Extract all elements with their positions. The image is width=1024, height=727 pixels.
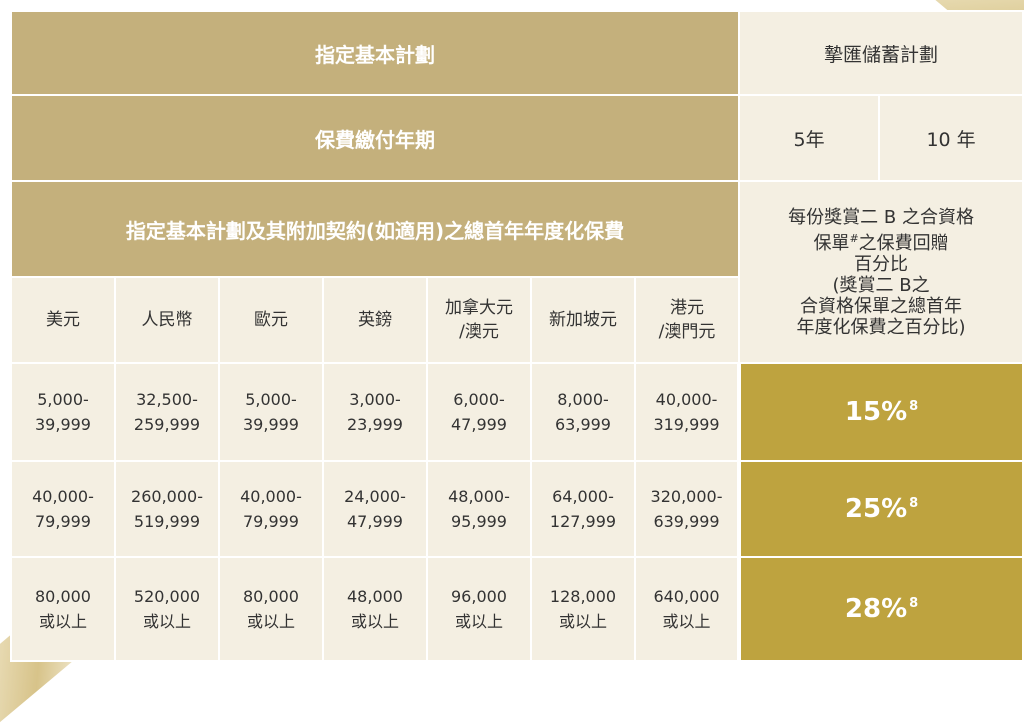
table-cell: 320,000- 639,999 (633, 460, 741, 558)
reward-desc-line3: 百分比 (854, 253, 909, 275)
footnote-marker: 8 (909, 496, 919, 512)
premium-period-header: 保費繳付年期 (9, 94, 741, 182)
reward-percentage-description: 每份獎賞二 B 之合資格 保單#之保費回贈 百分比 (獎賞二 B之 合資格保單之… (738, 180, 1024, 364)
rebate-percent-tier-3: 28% 8 (737, 556, 1024, 662)
footnote-marker: 8 (909, 399, 919, 415)
reward-desc-line2-a: 保單 (813, 232, 850, 254)
rebate-percent-tier-1: 15% 8 (737, 362, 1024, 462)
table-cell: 40,000- 319,999 (633, 362, 741, 462)
table-cell: 24,000- 47,999 (322, 460, 428, 558)
designated-plan-header: 指定基本計劃 (9, 10, 741, 96)
currency-hkd-mop: 港元/澳門元 (633, 276, 741, 364)
rebate-percent-tier-2: 25% 8 (737, 460, 1024, 558)
table-cell: 3,000- 23,999 (322, 362, 428, 462)
annual-premium-header: 指定基本計劃及其附加契約(如適用)之總首年年度化保費 (9, 180, 741, 278)
term-5-years: 5年 (738, 94, 881, 182)
currency-usd: 美元 (10, 276, 116, 364)
table-cell: 5,000- 39,999 (10, 362, 116, 462)
table-cell: 96,000 或以上 (426, 556, 532, 662)
table-cell: 260,000- 519,999 (114, 460, 220, 558)
table-cell: 32,500- 259,999 (114, 362, 220, 462)
table-cell: 80,000 或以上 (10, 556, 116, 662)
currency-eur: 歐元 (218, 276, 324, 364)
reward-desc-mark: # (849, 231, 859, 245)
table-cell: 40,000- 79,999 (10, 460, 116, 558)
table-cell: 48,000- 95,999 (426, 460, 532, 558)
currency-gbp: 英鎊 (322, 276, 428, 364)
currency-cad-aud: 加拿大元/澳元 (426, 276, 532, 364)
table-cell: 640,000 或以上 (633, 556, 741, 662)
table-cell: 128,000 或以上 (530, 556, 636, 662)
reward-desc-line4: (獎賞二 B之 (832, 274, 930, 296)
reward-desc-line6: 年度化保費之百分比) (796, 316, 966, 338)
reward-desc-line2: 保單#之保費回贈 (744, 228, 1018, 254)
table-cell: 520,000 或以上 (114, 556, 220, 662)
savings-plan-header: 摯匯儲蓄計劃 (738, 10, 1024, 96)
table-cell: 8,000- 63,999 (530, 362, 636, 462)
table-cell: 48,000 或以上 (322, 556, 428, 662)
reward-desc-line1: 每份獎賞二 B 之合資格 (788, 206, 974, 228)
table-cell: 80,000 或以上 (218, 556, 324, 662)
table-cell: 5,000- 39,999 (218, 362, 324, 462)
table-cell: 64,000- 127,999 (530, 460, 636, 558)
reward-desc-line2-b: 之保費回贈 (858, 232, 949, 254)
reward-desc-line5: 合資格保單之總首年 (800, 295, 963, 317)
footnote-marker: 8 (909, 596, 919, 612)
table-cell: 6,000- 47,999 (426, 362, 532, 462)
table-cell: 40,000- 79,999 (218, 460, 324, 558)
premium-rebate-table: 指定基本計劃 摯匯儲蓄計劃 保費繳付年期 5年 10 年 指定基本計劃及其附加契… (9, 10, 1024, 662)
term-10-years: 10 年 (878, 94, 1024, 182)
currency-rmb: 人民幣 (114, 276, 220, 364)
currency-sgd: 新加坡元 (530, 276, 636, 364)
